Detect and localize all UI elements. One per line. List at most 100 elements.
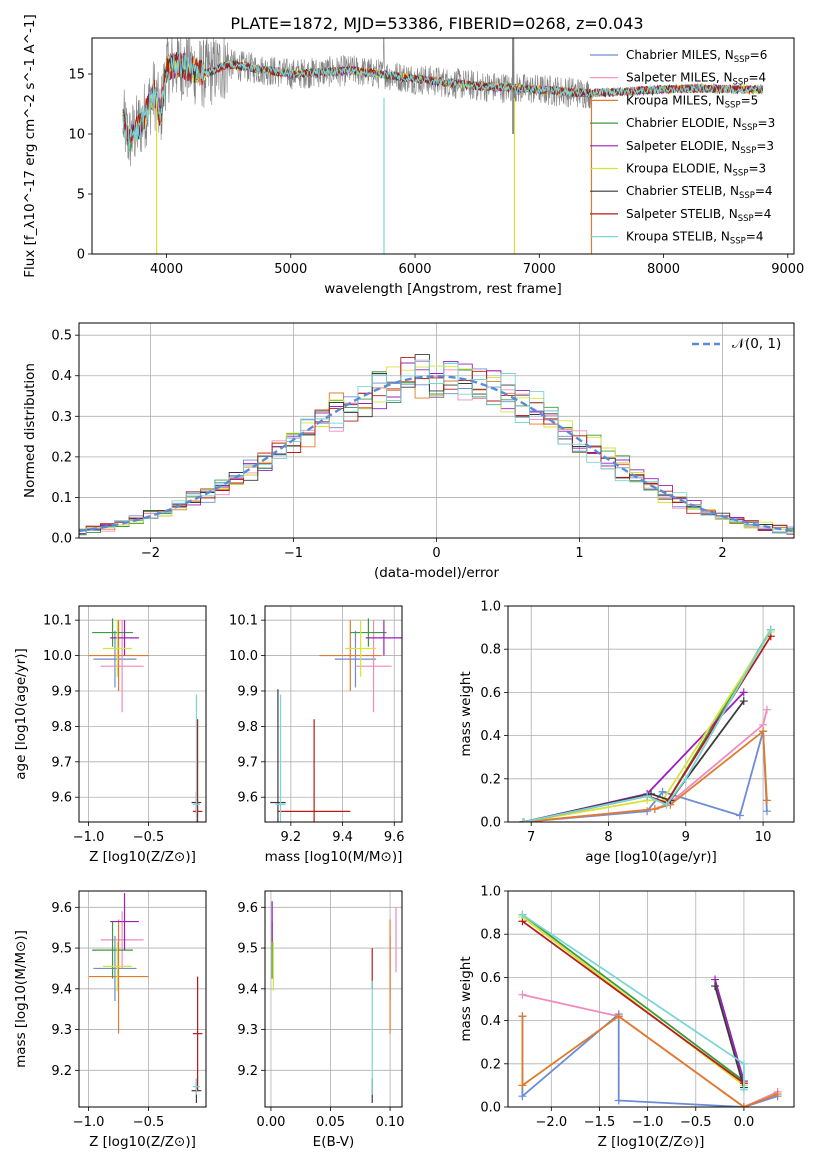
x-tick-label: 10 (755, 830, 772, 845)
x-tick-label: −0.5 (133, 830, 165, 845)
massweight-marker (518, 1081, 527, 1090)
x-axis-label: (data-model)/error (374, 565, 500, 581)
axes-frame (91, 37, 795, 255)
y-tick-label: 0.0 (480, 1101, 501, 1116)
massweight-line-salpeter-miles (523, 709, 768, 822)
y-tick-label: 9.2 (51, 1064, 72, 1079)
y-tick-label: 1.0 (480, 885, 501, 900)
y-tick-label: 9.9 (237, 684, 258, 699)
massweight-marker (662, 800, 671, 809)
y-tick-label: 0.6 (480, 686, 501, 701)
x-axis-label: Z [log10(Z/Z⊙)] (89, 849, 196, 865)
legend-entry: Salpeter MILES, NSSP=4 (626, 71, 766, 88)
x-tick-label: 2 (718, 546, 726, 561)
errorbar-kroupa-stelib (192, 694, 201, 822)
y-tick-label: 0.0 (51, 532, 72, 547)
x-axis-label: wavelength [Angstrom, rest frame] (324, 281, 562, 297)
massweight-marker (681, 774, 690, 783)
y-tick-label: 0.8 (480, 643, 501, 658)
y-axis-label: mass weight (458, 956, 474, 1041)
massweight-marker (643, 807, 652, 816)
massweight-marker (739, 1085, 748, 1094)
massweight-marker (762, 796, 771, 805)
y-tick-label: 9.6 (237, 901, 258, 916)
legend-entry: Chabrier STELIB, NSSP=4 (626, 184, 773, 201)
y-tick-label: 10 (68, 128, 85, 143)
massweight-marker (739, 1103, 748, 1107)
y-tick-label: 10.1 (229, 614, 258, 629)
y-tick-label: 0.4 (480, 729, 501, 744)
y-tick-label: 9.4 (237, 982, 258, 997)
errorbar-salpeter-stelib (277, 719, 351, 822)
y-tick-label: 9.6 (237, 791, 258, 806)
errorbar-salpeter-stelib (192, 719, 203, 822)
legend-entry: Salpeter ELODIE, NSSP=3 (626, 139, 774, 156)
y-tick-label: 0.2 (51, 450, 72, 465)
legend-entry: Kroupa MILES, NSSP=5 (626, 93, 758, 110)
massweight-marker (519, 818, 528, 822)
y-tick-label: 0.2 (480, 1057, 501, 1072)
y-tick-label: 9.8 (51, 720, 72, 735)
y-tick-label: 10.0 (43, 649, 72, 664)
massweight-marker (658, 787, 667, 796)
legend-entry: Salpeter STELIB, NSSP=4 (626, 207, 771, 224)
y-tick-label: 0.6 (480, 971, 501, 986)
massweight-line-kroupa-miles (523, 729, 768, 822)
axes-frame (78, 322, 795, 539)
massweight-marker (650, 805, 659, 814)
x-tick-label: 9.4 (332, 830, 353, 845)
legend-entry: Chabrier MILES, NSSP=6 (626, 48, 767, 65)
x-tick-label: 6000 (398, 262, 431, 277)
massweight-marker (711, 982, 720, 991)
y-tick-label: 0.4 (51, 369, 72, 384)
errorbar-kroupa-miles (319, 620, 382, 691)
y-tick-label: 9.8 (237, 720, 258, 735)
normal-curve (79, 374, 794, 533)
y-tick-label: 0.4 (480, 1014, 501, 1029)
residual-histogram-salpeter-stelib (79, 357, 794, 535)
errorbar-chabrier-elodie (350, 618, 387, 647)
y-axis-label: Flux [f_λ10^-17 erg cm^-2 s^-1 A^-1] (22, 14, 38, 277)
model-spectrum-kroupa-stelib (122, 52, 764, 153)
residual-histogram-kroupa-elodie (79, 365, 794, 533)
y-tick-label: 10.0 (229, 649, 258, 664)
y-axis-label: Normed distribution (22, 363, 38, 498)
massweight-marker (518, 990, 527, 999)
errorbar-chabrier-elodie (92, 921, 133, 979)
model-spectrum-salpeter-stelib (122, 53, 764, 144)
errorbar-salpeter-miles (100, 911, 144, 969)
y-tick-label: 10.1 (43, 614, 72, 629)
x-tick-label: 0.10 (376, 1115, 405, 1130)
massweight-marker (759, 727, 768, 736)
figure-title: PLATE=1872, MJD=53386, FIBERID=0268, z=0… (230, 14, 643, 33)
legend-entry: Chabrier ELODIE, NSSP=3 (626, 116, 775, 133)
massweight-vs-age-panel: 7 8 9 10 0.0 0.2 0.4 0.6 0.8 1.0 age [log10(age/yr… (458, 600, 795, 865)
x-tick-label: −0.5 (133, 1115, 165, 1130)
x-tick-label: −1.0 (73, 1115, 105, 1130)
spectrum-panel: 4000 5000 6000 7000 8000 9000 0 5 10 15 wavelength… (22, 14, 804, 297)
massweight-marker (614, 1096, 623, 1105)
massweight-marker (518, 910, 527, 919)
y-tick-label: 9.2 (237, 1064, 258, 1079)
x-tick-label: −1.5 (584, 1115, 616, 1130)
errorbar-kroupa-miles (88, 620, 149, 691)
errorbar-kroupa-stelib (275, 694, 286, 822)
errorbar-chabrier-miles (334, 630, 377, 688)
axes-frame (507, 890, 795, 1108)
y-axis-label: mass [log10(M/M⊙)] (13, 930, 29, 1068)
y-tick-label: 9.3 (237, 1023, 258, 1038)
x-tick-label: 7000 (523, 262, 556, 277)
errorbar-kroupa-elodie (102, 620, 132, 677)
axes-frame (264, 605, 403, 823)
x-tick-label: 8000 (647, 262, 680, 277)
y-tick-label: 1.0 (480, 600, 501, 615)
y-tick-label: 0.5 (51, 329, 72, 344)
y-axis-label: mass weight (458, 671, 474, 756)
y-tick-label: 15 (68, 68, 85, 83)
y-tick-label: 9.6 (51, 791, 72, 806)
residual-histogram-salpeter-miles (79, 361, 794, 534)
massweight-marker (518, 1012, 527, 1021)
y-axis-label: age [log10(age/yr)] (13, 648, 29, 780)
massweight-marker (762, 807, 771, 816)
